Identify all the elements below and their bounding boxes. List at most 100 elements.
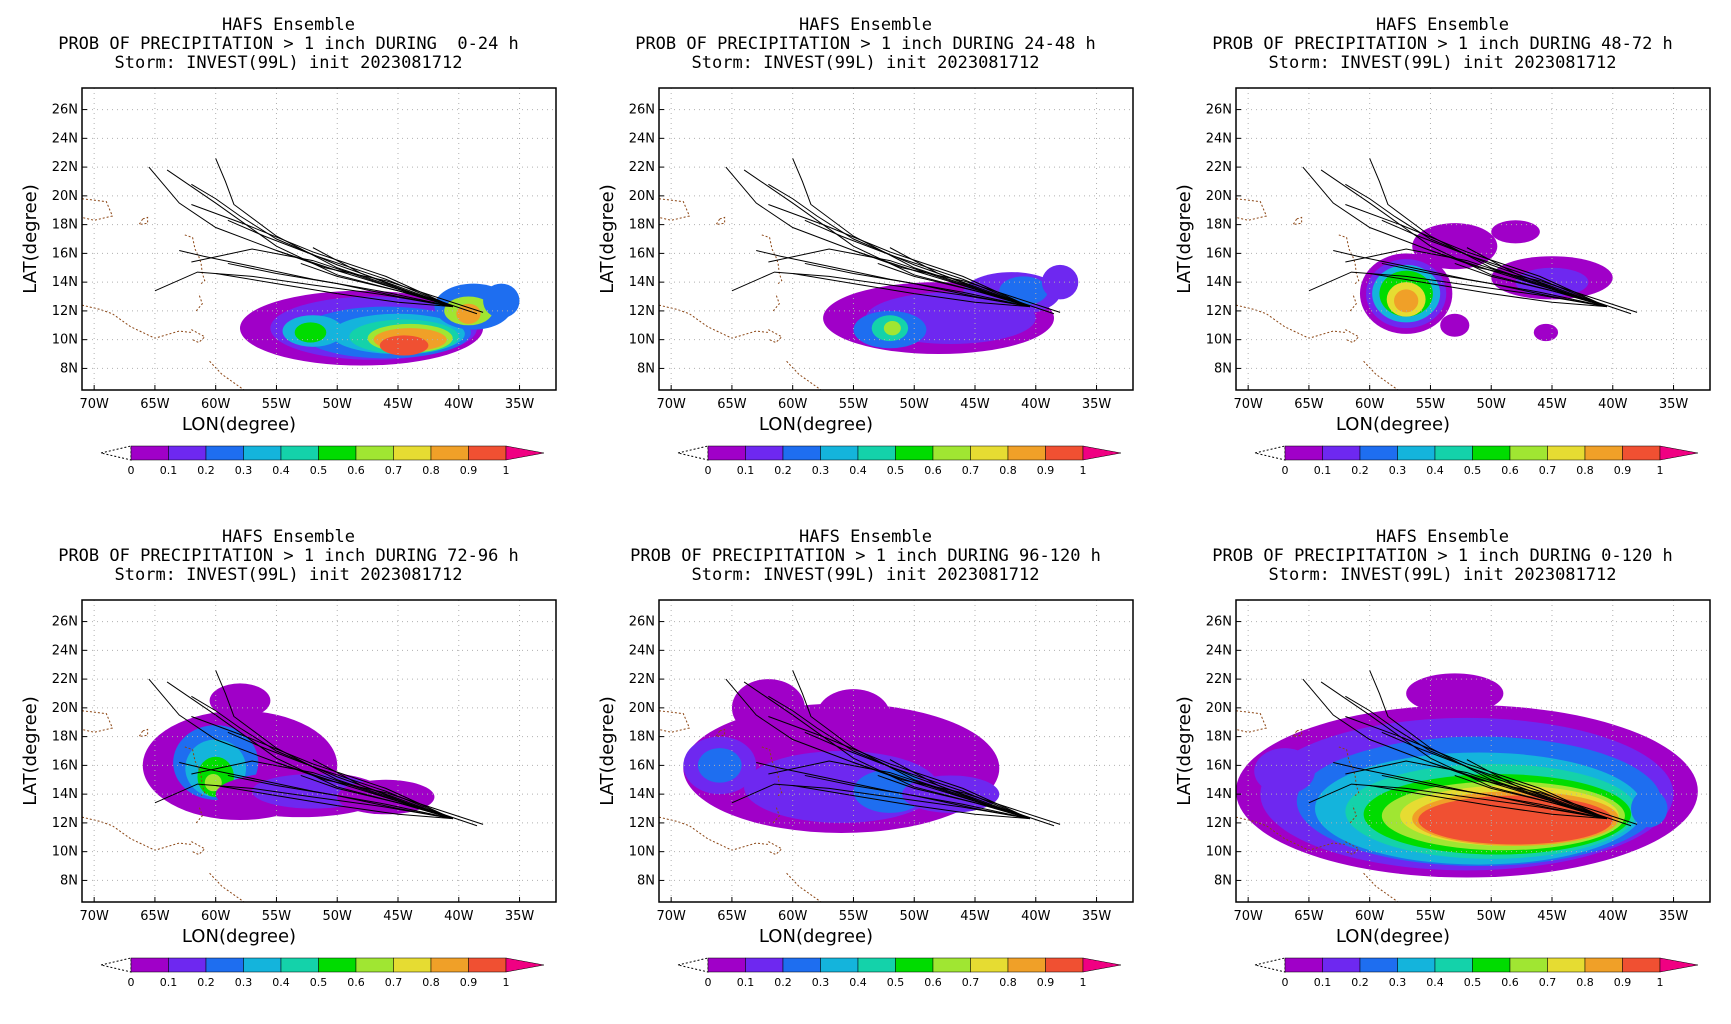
y-tick-label: 16N [1206, 758, 1232, 773]
ensemble-track [215, 273, 453, 308]
colorbar-label: 0.1 [160, 464, 178, 477]
ensemble-track [276, 762, 484, 825]
ensemble-track [166, 169, 453, 308]
colorbar-label: 0.6 [924, 464, 942, 477]
colorbar-label: 0.9 [1614, 976, 1632, 989]
y-tick-label: 16N [629, 246, 655, 261]
coastline [1236, 198, 1268, 221]
colorbar-swatch [393, 445, 432, 461]
x-tick-label: 35W [1659, 909, 1689, 924]
colorbar-swatch [205, 445, 244, 461]
colorbar-over-arrow [1082, 957, 1122, 973]
x-tick-label: 40W [1021, 909, 1051, 924]
y-axis-label: LAT(degree) [1174, 184, 1195, 293]
coastline [82, 710, 114, 733]
coastline [82, 304, 192, 339]
coastline [1236, 816, 1346, 851]
colorbar-swatch [970, 445, 1009, 461]
colorbar-label: 0.2 [197, 464, 215, 477]
colorbar-label: 0.2 [774, 464, 792, 477]
colorbar-swatch [1397, 957, 1436, 973]
colorbar-swatch [932, 957, 971, 973]
precip-shading [1533, 323, 1559, 342]
y-tick-label: 22N [1206, 160, 1232, 175]
panel-title-line2: PROB OF PRECIPITATION > 1 inch DURING 48… [1212, 34, 1673, 54]
colorbar-label: 0.7 [1539, 464, 1557, 477]
colorbar-swatch [820, 445, 859, 461]
colorbar-swatch [1045, 957, 1084, 973]
ensemble-track [191, 248, 453, 308]
coastline [1292, 216, 1303, 226]
colorbar-swatch [430, 445, 469, 461]
panel-title-line2: PROB OF PRECIPITATION > 1 inch DURING 96… [630, 546, 1101, 566]
colorbar-swatch [1007, 445, 1046, 461]
colorbar-label: 0.3 [235, 976, 253, 989]
x-tick-label: 35W [505, 397, 535, 412]
panel-title-block: HAFS Ensemble PROB OF PRECIPITATION > 1 … [1154, 528, 1731, 585]
colorbar-swatch [1322, 957, 1361, 973]
colorbar-under-arrow [100, 957, 132, 973]
colorbar-over-arrow [1659, 957, 1699, 973]
probability-map: 70W 65W 60W 55W 50W 45W 40W 35W 8N 10N 12N 14N 16N 18… [1174, 599, 1711, 989]
ensemble-track [300, 774, 478, 827]
colorbar-label: 0.4 [272, 976, 290, 989]
panel-title-line2: PROB OF PRECIPITATION > 1 inch DURING 72… [58, 546, 519, 566]
panel-title-line1: HAFS Ensemble [1375, 527, 1510, 547]
ensemble-track [1454, 262, 1632, 315]
colorbar-swatch [1359, 957, 1398, 973]
precip-shading [883, 320, 901, 336]
plot-frame [658, 599, 1134, 903]
precip-shading [1440, 313, 1470, 337]
y-tick-label: 8N [60, 361, 78, 376]
coastline [1349, 805, 1357, 824]
colorbar-label: 0.1 [737, 976, 755, 989]
x-tick-label: 40W [1021, 397, 1051, 412]
colorbar-label: 0 [128, 976, 135, 989]
panel-title-line3: Storm: INVEST(99L) init 2023081712 [1268, 53, 1617, 73]
x-tick-label: 35W [505, 909, 535, 924]
y-tick-label: 12N [1206, 304, 1232, 319]
x-tick-label: 40W [444, 909, 474, 924]
ensemble-track [191, 204, 453, 308]
y-tick-label: 22N [1206, 672, 1232, 687]
colorbar-over-arrow [1082, 445, 1122, 461]
ensemble-track [731, 271, 1030, 308]
plot-frame [1235, 599, 1711, 903]
y-tick-label: 26N [52, 615, 78, 630]
map-panel-0-120h: HAFS Ensemble PROB OF PRECIPITATION > 1 … [1154, 512, 1731, 1024]
x-tick-label: 50W [323, 909, 353, 924]
y-tick-label: 8N [637, 361, 655, 376]
coastline [659, 304, 769, 339]
coastline [768, 841, 783, 856]
x-tick-label: 35W [1659, 397, 1689, 412]
x-axis-label: LON(degree) [1336, 414, 1450, 435]
colorbar-swatch [168, 957, 207, 973]
colorbar-label: 0.8 [999, 976, 1017, 989]
coastline [1363, 360, 1399, 390]
coastline [1236, 304, 1346, 339]
y-tick-label: 18N [52, 730, 78, 745]
panel-title-block: HAFS Ensemble PROB OF PRECIPITATION > 1 … [577, 528, 1154, 585]
coastline [715, 216, 726, 226]
colorbar-label: 0.4 [849, 976, 867, 989]
coastline [82, 816, 192, 851]
coastline [191, 841, 206, 856]
coastline [772, 805, 780, 824]
colorbar-label: 0.9 [460, 464, 478, 477]
colorbar-label: 0.1 [1314, 976, 1332, 989]
x-tick-label: 60W [201, 397, 231, 412]
colorbar-swatch [280, 445, 319, 461]
probability-map: 70W 65W 60W 55W 50W 45W 40W 35W 8N 10N 12N 14N 16N 18… [20, 87, 557, 477]
colorbar-swatch [318, 957, 357, 973]
precip-shading [1491, 220, 1540, 244]
ensemble-track [768, 248, 1030, 308]
ensemble-track [768, 760, 1030, 820]
colorbar-label: 0.7 [1539, 976, 1557, 989]
coastline [1337, 234, 1360, 284]
x-tick-label: 40W [1598, 909, 1628, 924]
y-tick-label: 10N [52, 333, 78, 348]
ensemble-track [1308, 271, 1607, 308]
colorbar-swatch [130, 445, 169, 461]
y-tick-label: 24N [629, 131, 655, 146]
colorbar-under-arrow [677, 957, 709, 973]
